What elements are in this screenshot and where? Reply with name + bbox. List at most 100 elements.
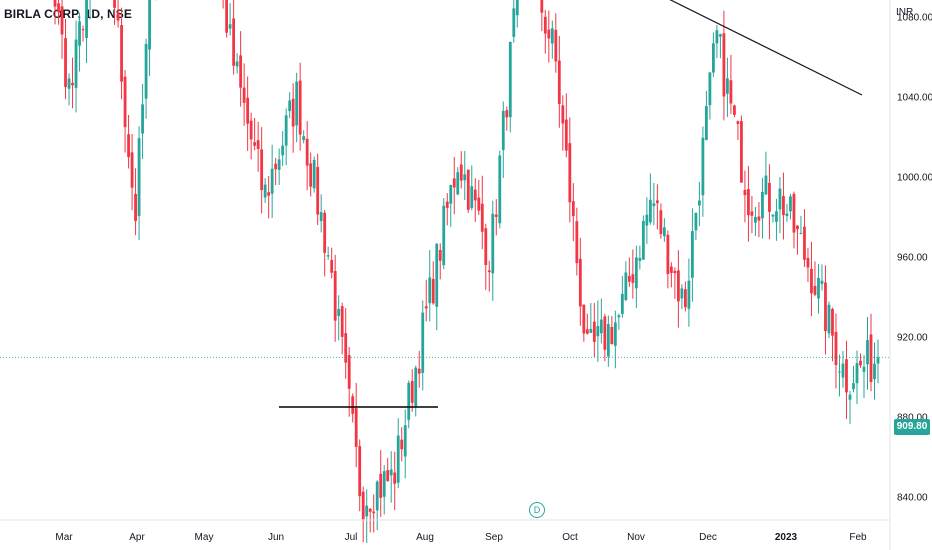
candle-body	[288, 100, 292, 112]
candle-body	[456, 172, 460, 195]
candle-body	[810, 268, 813, 294]
candle-body	[652, 203, 656, 207]
candle-body	[564, 119, 568, 151]
candle-body	[712, 43, 715, 73]
candle-body	[824, 282, 827, 332]
candle-body	[491, 213, 495, 274]
candle-body	[624, 272, 628, 300]
candle-body	[508, 41, 512, 118]
candle-body	[568, 143, 572, 203]
candle-body	[740, 121, 743, 183]
candle-body	[599, 319, 603, 334]
candle-body	[705, 106, 708, 140]
candle-body	[578, 258, 582, 307]
candle-body	[683, 289, 687, 308]
candle-body	[733, 105, 736, 115]
candle-body	[834, 331, 838, 366]
candle-body	[421, 312, 425, 373]
candle-body	[841, 363, 845, 378]
candle-body	[53, 0, 57, 7]
candle-body	[302, 136, 306, 141]
candle-body	[148, 0, 151, 50]
y-tick-label: 880.00	[897, 413, 928, 424]
candle-body	[659, 210, 663, 235]
y-tick-label: 840.00	[897, 493, 928, 504]
candle-body	[228, 24, 232, 29]
candle-body	[435, 243, 439, 307]
candle-body	[407, 382, 411, 420]
candle-body	[775, 211, 778, 222]
candle-body	[295, 81, 299, 126]
candle-body	[249, 120, 253, 140]
candle-body	[855, 363, 859, 384]
candle-body	[333, 271, 337, 321]
y-tick-label: 960.00	[897, 253, 928, 264]
candle-body	[726, 78, 729, 94]
candle-body	[750, 211, 754, 216]
candle-body	[866, 340, 869, 365]
dividend-marker[interactable]: D	[529, 502, 545, 518]
candle-body	[831, 308, 834, 336]
candle-body	[330, 259, 334, 273]
price-axis[interactable]: 840.00 880.00 920.00 960.00 1000.00 1040.00 10…	[889, 0, 932, 550]
candle-body	[817, 277, 820, 299]
candle-body	[347, 355, 351, 389]
candle-body	[540, 0, 544, 13]
x-tick-label: 2023	[775, 532, 798, 543]
candle-body	[782, 196, 785, 216]
candle-body	[550, 28, 554, 44]
candle-body	[543, 16, 547, 34]
candle-body	[459, 164, 463, 181]
candle-body	[393, 472, 397, 484]
candle-body	[648, 199, 652, 223]
candle-body	[557, 60, 561, 104]
annotations	[0, 0, 890, 408]
candle-body	[719, 34, 722, 37]
y-tick-label: 1040.00	[897, 93, 932, 104]
candle-body	[81, 29, 85, 31]
candle-body	[389, 469, 393, 476]
candle-body	[729, 80, 733, 104]
currency-label: INR	[896, 7, 914, 18]
x-tick-label: Jun	[268, 532, 284, 543]
descending-trendline[interactable]	[0, 0, 863, 96]
candle-body	[613, 322, 617, 346]
candle-body	[267, 192, 271, 196]
candle-body	[130, 152, 134, 188]
candle-body	[669, 266, 673, 273]
candle-body	[641, 221, 645, 260]
candle-body	[316, 167, 320, 215]
candles	[53, 0, 880, 543]
candle-body	[463, 174, 467, 181]
candle-body	[260, 149, 264, 191]
candle-body	[722, 33, 726, 97]
candle-body	[466, 169, 470, 210]
candle-body	[319, 212, 323, 222]
candle-body	[620, 293, 624, 315]
time-axis[interactable]: Mar Apr May Jun Jul Aug Sep Oct Nov Dec 2023 Feb	[0, 519, 890, 543]
candle-body	[246, 97, 250, 124]
candle-body	[477, 197, 481, 211]
candle-body	[365, 505, 369, 517]
candle-body	[141, 104, 144, 134]
candle-body	[820, 280, 824, 284]
candle-body	[547, 29, 551, 39]
candle-body	[561, 105, 565, 124]
candle-body	[375, 481, 379, 511]
candle-body	[799, 232, 803, 234]
candle-body	[869, 334, 873, 383]
candle-body	[428, 277, 432, 304]
candle-body	[827, 304, 831, 334]
candle-body	[645, 214, 649, 226]
candle-body	[312, 159, 316, 189]
candle-body	[687, 280, 691, 309]
candle-body	[715, 30, 719, 44]
candle-body	[792, 193, 796, 233]
candle-body	[270, 168, 274, 194]
candle-body	[771, 214, 775, 217]
candle-body	[806, 257, 810, 268]
chart-title: BIRLA CORP, 1D, NSE	[4, 7, 132, 21]
x-tick-label: Jul	[345, 532, 358, 543]
candle-body	[449, 185, 453, 204]
